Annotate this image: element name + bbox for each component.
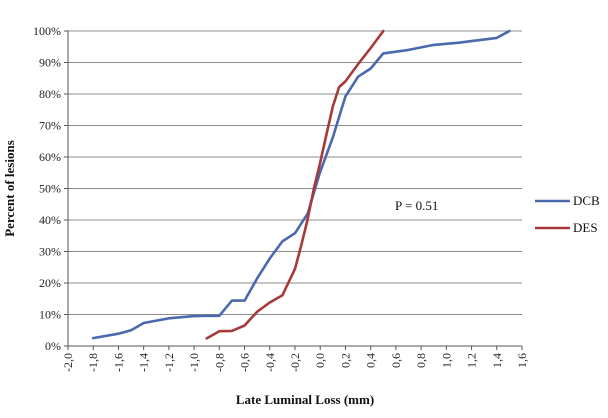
- y-tick-label: 10%: [39, 308, 61, 322]
- x-tick-label: 0,4: [364, 353, 378, 368]
- legend-label-des: DES: [573, 220, 598, 235]
- y-tick-label: 0%: [45, 339, 61, 353]
- x-tick-label: -0,8: [212, 353, 226, 372]
- grid-lines: [68, 30, 522, 315]
- x-tick-label: 0,0: [313, 353, 327, 368]
- series-line-des: [205, 29, 385, 340]
- y-tick-label: 30%: [39, 245, 61, 259]
- x-tick-label: -2,0: [61, 353, 75, 372]
- x-tick-label: -1,4: [137, 353, 151, 372]
- x-tick-label: -0,6: [238, 353, 252, 372]
- x-tick-label: 0,6: [389, 353, 403, 368]
- y-tick-label: 60%: [39, 150, 61, 164]
- x-tick-label: -0,4: [263, 353, 277, 372]
- y-tick-labels: 0% 10% 20% 30% 40% 50% 60% 70% 80% 90% 100%: [33, 24, 61, 353]
- x-tick-label: -1,0: [187, 353, 201, 372]
- y-tick-label: 100%: [33, 24, 61, 38]
- x-tick-label: -1,8: [86, 353, 100, 372]
- y-axis-title: Percent of lesions: [2, 140, 17, 237]
- x-tick-label: 1,2: [465, 353, 479, 368]
- p-value-annotation: P = 0.51: [395, 198, 438, 213]
- axes: [64, 30, 523, 350]
- x-tick-label: 0,8: [414, 353, 428, 368]
- legend-label-dcb: DCB: [573, 193, 600, 208]
- x-tick-label: -0,2: [288, 353, 302, 372]
- x-tick-label: -1,2: [162, 353, 176, 372]
- x-tick-label: 1,0: [439, 353, 453, 368]
- y-tick-label: 40%: [39, 213, 61, 227]
- series-layer: [91, 29, 511, 340]
- y-tick-label: 50%: [39, 182, 61, 196]
- y-tick-label: 70%: [39, 119, 61, 133]
- y-tick-label: 20%: [39, 276, 61, 290]
- x-axis-title: Late Luminal Loss (mm): [236, 392, 374, 407]
- y-tick-label: 90%: [39, 56, 61, 70]
- series-line-dcb: [91, 29, 511, 340]
- x-tick-label: -1,6: [111, 353, 125, 372]
- y-tick-label: 80%: [39, 87, 61, 101]
- x-tick-label: 0,2: [338, 353, 352, 368]
- x-tick-label: 1,6: [515, 353, 529, 368]
- legend: DCB DES: [535, 193, 600, 235]
- x-tick-labels: -2,0 -1,8 -1,6 -1,4 -1,2 -1,0 -0,8 -0,6 -0,4 -0,2…: [61, 353, 529, 372]
- x-tick-label: 1,4: [490, 353, 504, 368]
